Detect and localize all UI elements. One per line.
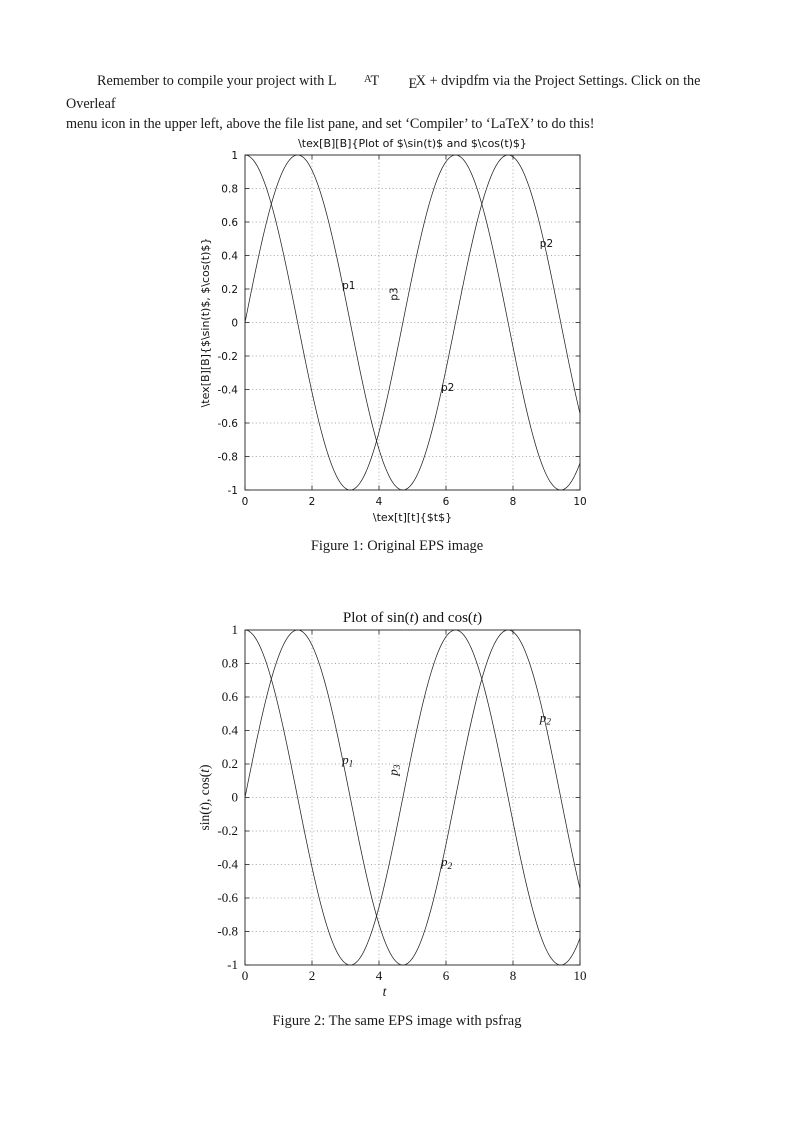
y-tick-label: -0.8 [218,452,239,464]
annotation-label: p2 [540,238,553,250]
x-tick-label: 4 [376,496,383,508]
x-axis-label: t [383,984,388,999]
x-tick-label: 10 [573,496,586,508]
y-tick-label: 1 [232,622,239,637]
intro-text-2: + dvipdfm via the Project Settings. Clic… [66,72,701,113]
y-tick-label: 0 [232,790,239,805]
figure-2: 0 2 4 6 8 10 1 0.8 0.6 0.4 0.2 0 -0.2 -0.4 -0.6 -0.8 -1 P… [175,608,605,1008]
annotation-label: p2 [440,854,453,872]
cos-curve [244,629,581,966]
y-tick-label: -1 [227,957,238,972]
x-tick-label: 2 [309,968,316,983]
latex-logo-l: L [327,72,337,89]
x-tick-label: 0 [242,496,249,508]
annotation-label: p2 [441,382,454,394]
y-tick-label: -0.2 [218,351,239,363]
annotation-label: p1 [341,752,353,770]
y-tick-label: -0.6 [217,890,238,905]
x-tick-label: 10 [574,968,587,983]
x-tick-label: 6 [443,968,450,983]
y-tick-label: 0.4 [222,723,239,738]
plot-title: Plot of sin(t) and cos(t) [343,610,482,626]
intro-text-3: menu icon in the upper left, above the f… [66,116,595,133]
latex-logo-a: A [364,74,372,85]
figure-1-plot: 0 2 4 6 8 10 1 0.8 0.6 0.4 0.2 0 -0.2 -0.4 -0.6 -0.8 -1 \… [199,137,587,524]
cos-curve [244,154,581,491]
y-axis-label: \tex[B][B]{$\sin(t)$, $\cos(t)$} [199,238,212,408]
figure-2-plot: 0 2 4 6 8 10 1 0.8 0.6 0.4 0.2 0 -0.2 -0.4 -0.6 -0.8 -1 P… [197,610,587,999]
y-tick-label: -0.2 [217,823,238,838]
y-tick-label: 0.8 [222,656,238,671]
sin-curve [244,154,581,491]
y-tick-label: 0.8 [221,184,238,196]
latex-logo-x: X [415,72,427,89]
figure-1: 0 2 4 6 8 10 1 0.8 0.6 0.4 0.2 0 -0.2 -0.4 -0.6 -0.8 -1 \… [175,133,605,533]
intro-text-1: Remember to compile your project with [97,72,328,89]
x-tick-label: 2 [309,496,316,508]
annotation-label: p1 [342,280,355,292]
figure-2-caption: Figure 2: The same EPS image with psfrag [272,1013,522,1029]
y-tick-label: -1 [228,485,238,497]
latex-logo: L AT EX [327,72,427,92]
sin-curve [244,629,581,966]
x-tick-label: 8 [510,968,517,983]
y-tick-label: 0.6 [222,689,239,704]
annotation-label: p3 [385,764,403,777]
y-axis-label: sin(t), cos(t) [197,764,212,830]
x-axis-label: \tex[t][t]{$t$} [373,511,452,524]
y-tick-label: -0.4 [217,857,238,872]
y-tick-label: 0.6 [221,217,238,229]
y-tick-label: 0.2 [221,284,238,296]
y-tick-label: 0.2 [222,756,238,771]
y-tick-label: 0 [231,318,238,330]
x-tick-label: 0 [242,968,249,983]
x-tick-label: 8 [510,496,517,508]
y-tick-label: -0.4 [218,385,239,397]
x-tick-label: 6 [443,496,450,508]
plot-title: \tex[B][B]{Plot of $\sin(t)$ and $\cos(t… [298,137,527,150]
figure-1-caption: Figure 1: Original EPS image [310,538,484,554]
y-tick-label: -0.6 [218,418,239,430]
y-tick-label: 0.4 [221,251,238,263]
x-tick-label: 4 [376,968,383,983]
y-tick-label: -0.8 [217,924,238,939]
annotation-label: p2 [539,710,552,728]
latex-logo-t: T [370,72,380,89]
annotation-label: p3 [388,287,400,300]
intro-paragraph: Remember to compile your project with L A… [66,70,730,134]
y-tick-label: 1 [231,150,238,162]
latex-logo-e: E [408,76,418,93]
